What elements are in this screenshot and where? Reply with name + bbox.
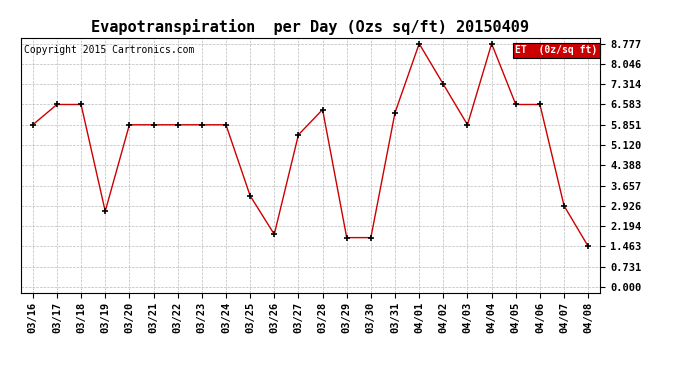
Title: Evapotranspiration  per Day (Ozs sq/ft) 20150409: Evapotranspiration per Day (Ozs sq/ft) 2…: [92, 19, 529, 35]
Text: ET  (0z/sq ft): ET (0z/sq ft): [515, 45, 598, 55]
Text: Copyright 2015 Cartronics.com: Copyright 2015 Cartronics.com: [23, 45, 194, 55]
